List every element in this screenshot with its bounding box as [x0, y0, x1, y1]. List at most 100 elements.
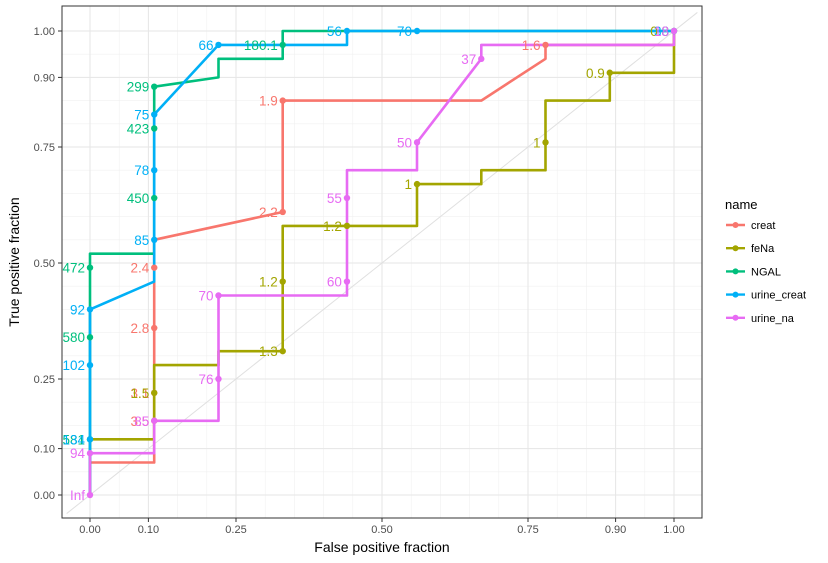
point-label-urine_na: 85 [134, 414, 149, 429]
point-label-feNa: 0.9 [586, 66, 605, 81]
point-label-creat: 2.2 [259, 205, 278, 220]
legend-label-creat: creat [751, 220, 775, 232]
legend-title: name [725, 197, 758, 212]
data-point-creat [151, 324, 158, 332]
point-label-feNa: 1 [533, 135, 541, 150]
point-label-creat: 1.9 [259, 94, 278, 109]
x-tick-label: 0.00 [79, 524, 100, 536]
y-tick-label: 1.00 [34, 26, 55, 38]
axes: 0.00 0.10 0.25 0.50 0.75 0.90 1.00 0.00 0.10 0.25… [34, 26, 685, 536]
data-point-urine_na [86, 491, 94, 499]
point-label-urine_na: 37 [461, 52, 476, 67]
point-label-urine_creat: 70 [397, 24, 412, 39]
data-point-urine_creat [86, 361, 94, 369]
point-label-NGAL: 423 [127, 121, 150, 136]
data-point-feNa [542, 139, 549, 146]
point-label-NGAL: 180.1 [244, 38, 278, 53]
point-label-urine_creat: 85 [134, 233, 149, 248]
point-label-NGAL: 472 [62, 261, 85, 276]
data-point-NGAL [151, 125, 158, 132]
y-tick-label: 0.75 [34, 142, 55, 154]
data-point-urine_na [670, 27, 678, 35]
point-label-feNa: 1.2 [259, 275, 278, 290]
point-label-creat: 2.4 [130, 261, 149, 276]
point-label-feNa: 1 [405, 177, 413, 192]
point-label-urine_na: Inf [70, 488, 85, 503]
data-point-NGAL [86, 264, 94, 271]
series-line-urine_na [88, 31, 676, 495]
data-point-urine_na [413, 139, 421, 146]
legend-items: creat feNa NGAL urine_creat urine_na [726, 220, 806, 325]
point-label-feNa: 1.3 [259, 344, 278, 359]
point-labels: 2.4 2.8 3.1 3.5 2.2 1.9 1.6 1.5 1.3 1.2 1.2 1 1 0.9 0.… [62, 24, 669, 503]
point-label-feNa: 1.2 [323, 219, 342, 234]
data-point-NGAL [151, 194, 158, 202]
data-point-urine_na [86, 450, 94, 457]
data-point-feNa [343, 222, 351, 230]
point-label-creat: 3.5 [130, 414, 149, 429]
point-label-urine_creat: 38 [654, 24, 669, 39]
data-point-creat [151, 264, 158, 271]
point-label-NGAL: 580 [62, 330, 85, 345]
legend-label-NGAL: NGAL [751, 266, 781, 278]
point-label-urine_creat: 134 [62, 432, 85, 447]
data-point-urine_creat [151, 236, 158, 243]
y-tick-label: 0.90 [34, 72, 55, 84]
point-label-NGAL: 581 [62, 432, 85, 447]
point-label-creat: 2.8 [130, 321, 149, 336]
series-line-feNa [88, 31, 676, 495]
point-label-urine_creat: 102 [62, 358, 85, 373]
legend-key-point-urine_na [732, 314, 739, 321]
legend-label-feNa: feNa [751, 243, 775, 255]
data-point-NGAL [86, 334, 94, 341]
data-point-urine_creat [413, 27, 421, 35]
y-tick-label: 0.50 [34, 258, 55, 270]
point-label-NGAL: 299 [127, 80, 150, 95]
data-points [86, 27, 678, 499]
x-tick-label: 0.10 [138, 524, 159, 536]
point-label-NGAL: 450 [127, 191, 150, 206]
series-line-NGAL [88, 29, 674, 495]
data-point-urine_creat [86, 436, 94, 443]
point-label-urine_creat: 92 [70, 302, 85, 317]
y-axis-title: True positive fraction [6, 197, 22, 326]
point-label-urine_na: 70 [198, 288, 213, 303]
data-point-feNa [279, 278, 286, 285]
diagonal-line [66, 12, 698, 514]
point-label-urine_na: 60 [327, 275, 342, 290]
data-point-creat [279, 208, 286, 216]
point-label-urine_creat: 56 [327, 24, 342, 39]
data-point-urine_na [215, 292, 222, 299]
x-tick-label: 0.25 [225, 524, 246, 536]
x-tick-label: 1.00 [663, 524, 684, 536]
data-point-creat [542, 41, 549, 49]
legend-key-point-urine_creat [732, 291, 739, 298]
data-point-urine_creat [151, 167, 158, 174]
legend: name creat feNa NGAL urine_creat urine_na [725, 197, 806, 325]
legend-label-urine_creat: urine_creat [751, 290, 806, 302]
data-point-urine_na [478, 55, 485, 63]
point-label-urine_na: 50 [397, 135, 412, 150]
y-tick-label: 0.10 [34, 444, 55, 456]
data-point-urine_creat [151, 111, 158, 118]
y-tick-label: 0.25 [34, 374, 55, 386]
point-label-urine_na: 18 [654, 24, 669, 39]
point-label-feNa: 1.5 [130, 386, 149, 401]
legend-key-point-NGAL [732, 268, 739, 275]
data-point-urine_na [343, 194, 351, 202]
legend-key-point-creat [732, 222, 739, 228]
point-label-urine_na: 76 [198, 372, 213, 387]
point-label-creat: 1.6 [522, 38, 541, 53]
data-point-feNa [606, 69, 613, 76]
data-point-urine_creat [343, 27, 351, 35]
point-label-urine_creat: 78 [134, 163, 149, 178]
data-point-urine_na [151, 417, 158, 424]
data-point-feNa [151, 389, 158, 397]
point-label-urine_creat: 75 [134, 108, 149, 123]
data-point-creat [279, 97, 286, 104]
data-point-urine_creat [86, 306, 94, 313]
x-tick-label: 0.75 [517, 524, 538, 536]
point-label-urine_na: 55 [327, 191, 342, 206]
data-point-feNa [413, 180, 421, 188]
